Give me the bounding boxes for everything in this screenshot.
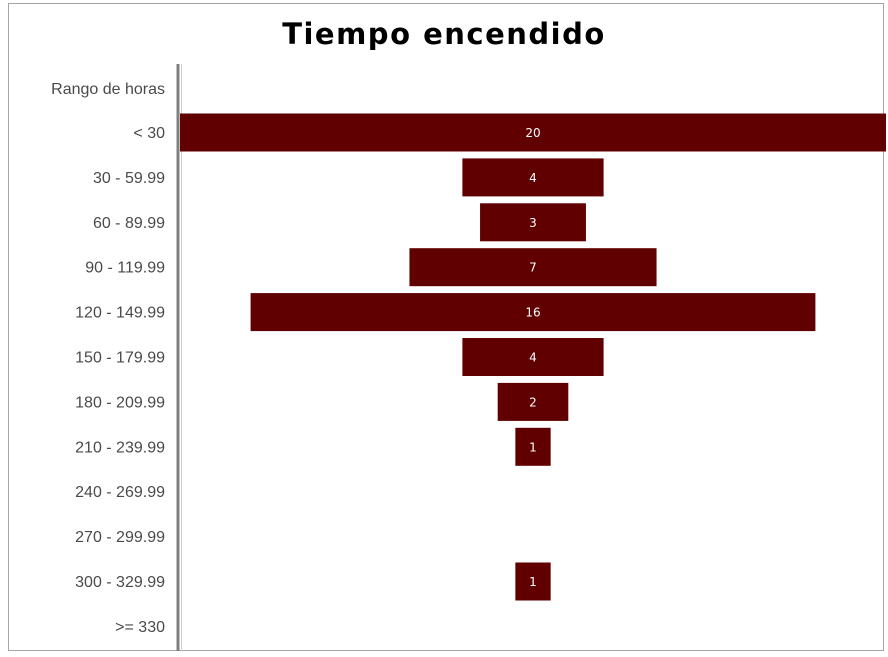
category-label: 150 - 179.99 (75, 350, 165, 367)
bar (462, 158, 604, 197)
bar (180, 113, 886, 152)
bar (497, 382, 569, 421)
category-label: 60 - 89.99 (93, 215, 165, 232)
bar (462, 338, 604, 376)
bar (515, 427, 551, 466)
category-label: >= 330 (115, 619, 165, 636)
bars-group: < 30 20 30 - 59.99 4 60 - 89.99 3 90 - 119.99 7… (75, 113, 886, 636)
data-label: 20 (525, 126, 540, 140)
data-label: 4 (529, 351, 537, 365)
bar (250, 293, 816, 332)
category-label: 180 - 209.99 (75, 394, 165, 411)
category-label: < 30 (133, 125, 165, 142)
data-label: 3 (529, 216, 537, 230)
bar (515, 562, 551, 601)
data-label: 16 (525, 306, 540, 320)
category-label: 90 - 119.99 (85, 260, 165, 277)
category-label: 240 - 269.99 (75, 484, 165, 501)
category-label: 120 - 149.99 (75, 305, 165, 322)
category-label: 210 - 239.99 (75, 439, 165, 456)
category-label: 30 - 59.99 (93, 170, 165, 187)
bar (409, 248, 657, 287)
data-label: 1 (529, 575, 537, 589)
data-label: 2 (529, 395, 537, 409)
category-label: 300 - 329.99 (75, 574, 165, 591)
category-label: 270 - 299.99 (75, 529, 165, 546)
bar (480, 203, 586, 242)
data-label: 7 (529, 261, 537, 275)
data-label: 1 (529, 440, 537, 454)
data-label: 4 (529, 171, 537, 185)
header-label: Rango de horas (51, 81, 165, 98)
chart-title: Tiempo encendido (282, 17, 606, 51)
